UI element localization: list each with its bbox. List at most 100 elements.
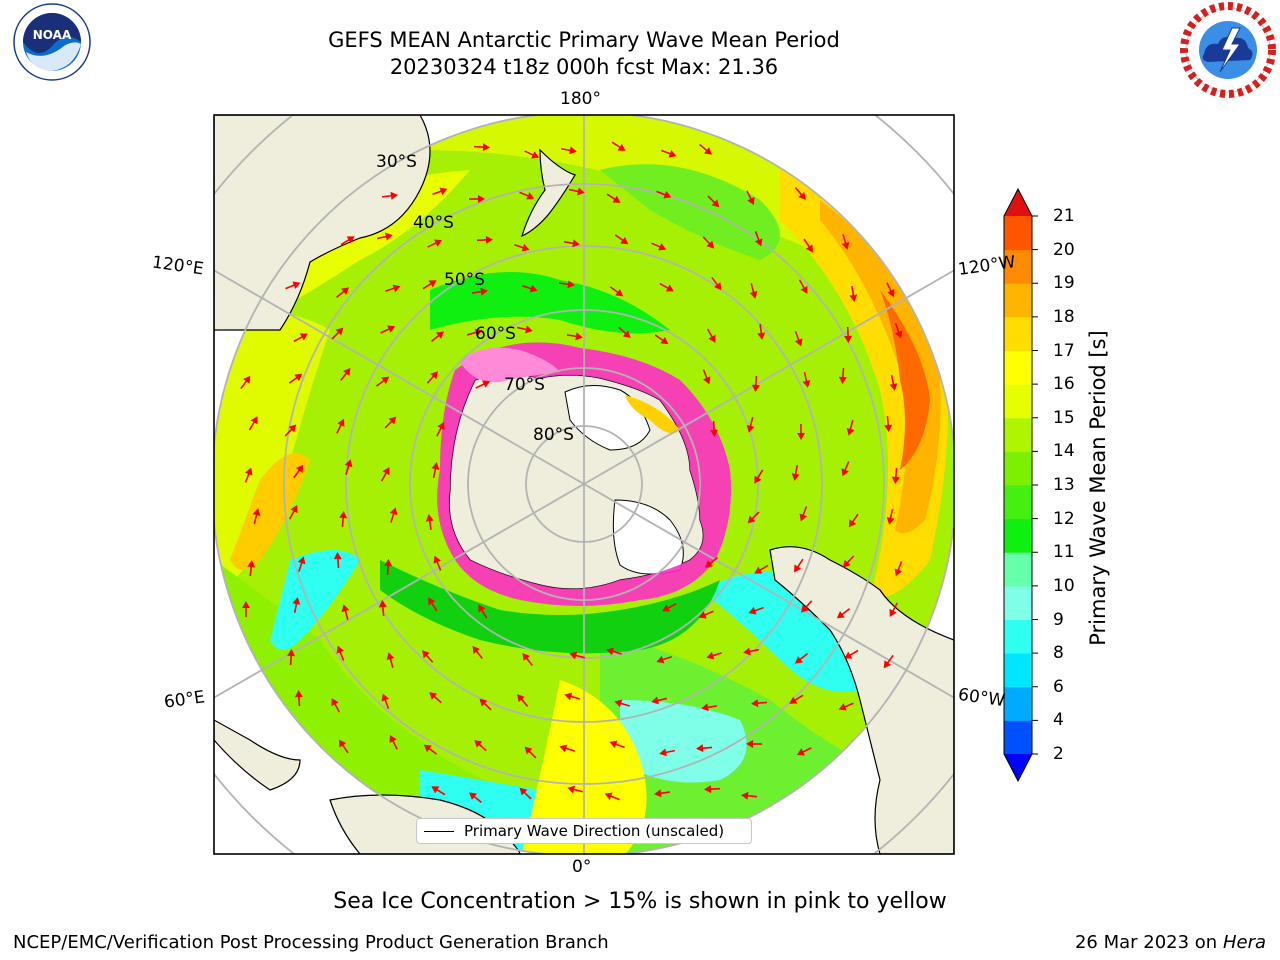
wave-direction-arrow bbox=[746, 739, 763, 748]
wave-direction-arrow bbox=[524, 150, 540, 159]
wave-direction-arrow bbox=[798, 279, 808, 294]
wave-direction-arrow bbox=[802, 371, 811, 388]
lat-label-30s: 30°S bbox=[376, 152, 417, 172]
wave-direction-arrow bbox=[376, 232, 393, 241]
wave-direction-arrow bbox=[614, 234, 629, 245]
wave-direction-arrow bbox=[698, 610, 714, 619]
wave-direction-arrow bbox=[331, 698, 341, 713]
wave-direction-arrow bbox=[336, 287, 350, 298]
wave-direction-arrow bbox=[614, 699, 630, 708]
wave-direction-arrow bbox=[661, 149, 677, 158]
wave-direction-arrow bbox=[797, 423, 806, 440]
wave-direction-arrow bbox=[471, 287, 488, 296]
wave-direction-arrow bbox=[248, 416, 258, 431]
wave-direction-arrow bbox=[333, 552, 342, 569]
wave-direction-arrow bbox=[707, 195, 720, 208]
wave-direction-arrow bbox=[559, 744, 575, 753]
colorbar-tick-label: 13 bbox=[1053, 475, 1075, 495]
colorbar-label: Primary Wave Mean Period [s] bbox=[1086, 330, 1110, 646]
wave-direction-arrow bbox=[292, 597, 301, 614]
lat-label-40s: 40°S bbox=[413, 213, 454, 233]
wave-direction-arrow bbox=[468, 194, 485, 203]
land-australia bbox=[214, 115, 431, 331]
wave-direction-arrow bbox=[244, 467, 253, 483]
wave-direction-arrow bbox=[517, 694, 529, 707]
graticule bbox=[214, 115, 954, 854]
wave-direction-arrow bbox=[288, 505, 298, 520]
wave-direction-arrow bbox=[659, 748, 676, 757]
wave-direction-arrow bbox=[754, 231, 763, 247]
wave-direction-arrow bbox=[791, 464, 800, 481]
map-frame bbox=[213, 114, 955, 855]
wave-direction-arrow bbox=[569, 651, 585, 660]
wave-direction-arrow bbox=[794, 187, 806, 200]
wave-direction-arrow bbox=[431, 786, 446, 796]
wave-direction-arrow bbox=[478, 604, 488, 619]
colorbar-segment bbox=[1004, 552, 1032, 587]
wave-direction-arrow bbox=[891, 467, 900, 484]
wave-direction-arrow bbox=[751, 699, 768, 708]
wave-direction-arrow bbox=[609, 740, 625, 749]
colorbar-segment bbox=[1004, 518, 1032, 553]
wave-direction-arrow bbox=[844, 649, 859, 659]
wave-direction-arrow bbox=[386, 652, 395, 668]
wave-direction-arrow bbox=[651, 696, 667, 705]
wave-direction-arrow bbox=[479, 698, 492, 711]
wave-direction-arrow bbox=[654, 789, 671, 798]
wave-direction-arrow bbox=[385, 284, 401, 293]
colorbar-tick-label: 10 bbox=[1053, 575, 1075, 596]
wave-direction-arrow bbox=[519, 787, 532, 800]
colorbar-tick-label: 9 bbox=[1053, 609, 1064, 630]
wave-direction-arrow bbox=[889, 374, 898, 391]
lon-label-180: 180° bbox=[560, 89, 601, 109]
wave-direction-arrow bbox=[747, 511, 760, 524]
chart-title: GEFS MEAN Antarctic Primary Wave Mean Pe… bbox=[328, 28, 840, 52]
wave-direction-arrow bbox=[659, 282, 674, 292]
wave-direction-arrow bbox=[524, 746, 537, 759]
wave-direction-arrow bbox=[431, 331, 445, 343]
colorbar-tick-label: 11 bbox=[1053, 542, 1075, 563]
colorbar-tick-label: 15 bbox=[1053, 407, 1075, 428]
wave-direction-arrow bbox=[384, 416, 397, 429]
meridian-line bbox=[214, 269, 585, 485]
wave-direction-arrow bbox=[422, 280, 437, 290]
wave-direction-arrow bbox=[469, 792, 482, 804]
colorbar-tick-label: 20 bbox=[1053, 239, 1075, 260]
wave-direction-arrow bbox=[516, 325, 533, 334]
legend-label: Primary Wave Direction (unscaled) bbox=[464, 822, 725, 840]
wave-direction-arrow bbox=[284, 424, 297, 437]
wave-direction-arrow bbox=[710, 420, 719, 437]
meridian-line bbox=[583, 269, 954, 485]
wave-direction-arrow bbox=[889, 602, 899, 617]
wave-direction-arrow bbox=[336, 418, 345, 434]
wave-direction-arrow bbox=[384, 559, 393, 576]
wave-direction-arrow bbox=[884, 415, 893, 432]
lat-label-80s: 80°S bbox=[533, 425, 574, 445]
wave-direction-arrow bbox=[794, 331, 803, 347]
wave-direction-arrow bbox=[706, 328, 716, 343]
colorbar-segment bbox=[1004, 619, 1032, 654]
wave-direction-arrow bbox=[558, 280, 575, 289]
wave-direction-arrow bbox=[748, 606, 764, 615]
wave-direction-arrow bbox=[656, 190, 672, 199]
wave-direction-arrow bbox=[841, 461, 850, 477]
wave-direction-arrow bbox=[838, 702, 854, 711]
wave-direction-arrow bbox=[741, 791, 758, 800]
wave-direction-arrow bbox=[241, 601, 250, 618]
wave-direction-arrow bbox=[293, 333, 308, 343]
colorbar-tick-label: 4 bbox=[1053, 710, 1064, 731]
wave-direction-arrow bbox=[381, 191, 398, 200]
wave-direction-arrow bbox=[618, 326, 631, 338]
wave-direction-arrow bbox=[331, 327, 344, 340]
wave-direction-arrow bbox=[566, 332, 583, 341]
wave-direction-arrow bbox=[799, 506, 808, 522]
sea-ice-note: Sea Ice Concentration > 15% is shown in … bbox=[333, 889, 947, 914]
wave-direction-arrow bbox=[436, 421, 445, 437]
colorbar-segment bbox=[1004, 485, 1032, 520]
footer-date: 26 Mar 2023 on Hera bbox=[1075, 932, 1266, 953]
sea-ice-ring bbox=[437, 342, 731, 606]
colorbar-segment bbox=[1004, 653, 1032, 688]
wave-direction-arrow bbox=[800, 600, 813, 613]
colorbar-segment bbox=[1004, 686, 1032, 721]
